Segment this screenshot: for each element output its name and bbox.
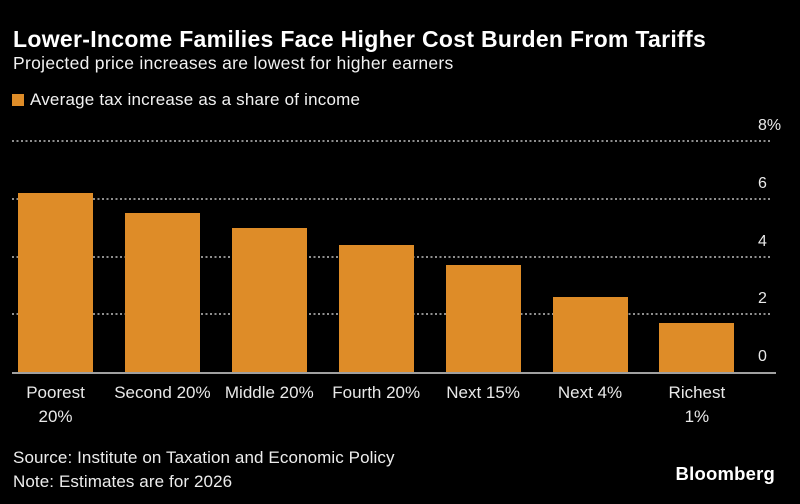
gridline-8 [12,140,770,143]
x-axis-tick-label: Next 4% [557,383,623,402]
y-axis-tick-label: 2 [758,290,767,308]
legend-label: Average tax increase as a share of incom… [30,90,361,109]
y-axis-tick-label: 8% [758,117,782,135]
note-text: Note: Estimates are for 2026 [13,472,233,491]
bar-next-15- [445,265,521,372]
bar-middle-20- [231,227,307,372]
plot-area: 0 2 4 6 8% Poorest 20% Second 20% Middle 20% Fou… [12,114,781,426]
bar-richest-1- [659,322,735,372]
x-axis-tick-label: Fourth 20% [332,383,421,402]
y-axis-tick-label: 6 [758,174,767,192]
x-axis-tick-label: Second 20% [114,383,211,402]
chart-title: Lower-Income Families Face Higher Cost B… [13,26,707,52]
bar-poorest-20- [18,193,93,372]
legend: Average tax increase as a share of incom… [12,90,361,109]
bloomberg-logo: Bloomberg [675,463,775,484]
bar-next-4- [552,297,628,372]
y-axis-tick-label: 4 [758,232,767,250]
gridline-6 [12,197,770,200]
source-text: Source: Institute on Taxation and Econom… [13,448,395,467]
chart-subtitle: Projected price increases are lowest for… [13,53,454,73]
bar-fourth-20- [338,245,414,372]
x-axis-tick-label: Middle 20% [224,383,314,402]
x-axis-tick-label: Poorest 20% [26,383,85,426]
x-axis-tick-label: Next 15% [446,383,520,402]
bar-second-20- [124,213,200,372]
x-axis-tick-label: Richest 1% [668,383,726,426]
legend-swatch-icon [12,93,24,106]
y-axis-tick-label: 0 [758,348,767,365]
